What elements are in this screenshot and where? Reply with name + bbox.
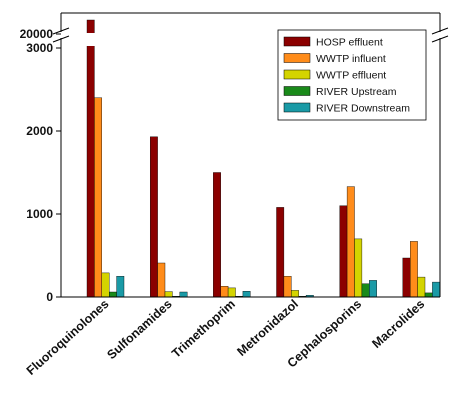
bar-fluoroquinolones-wwtp-influent: [94, 97, 103, 298]
y-axis-break-mark-upper: [52, 27, 70, 35]
legend-swatch-hosp-effluent: [283, 36, 311, 47]
bar-sulfonamides-wwtp-effluent: [164, 291, 173, 298]
bar-metronidazol-wwtp-influent: [283, 276, 292, 298]
category-label-sulfonamides: Sulfonamides: [104, 297, 174, 362]
bar-macrolides-hosp-effluent: [402, 257, 411, 298]
y-tick-label: 3000: [26, 41, 53, 55]
bar-fluoroquinolones-river-upstream: [108, 291, 117, 298]
bar-trimethoprim-hosp-effluent: [213, 172, 221, 298]
bar-cephalosporins-wwtp-effluent: [354, 238, 363, 298]
legend-swatch-river-downstream: [283, 102, 311, 113]
bar-fluoroquinolones-wwtp-effluent: [101, 272, 110, 298]
bar-cephalosporins-hosp-effluent: [339, 205, 348, 298]
right-break-mark-lower: [431, 35, 449, 43]
bar-trimethoprim-wwtp-effluent: [227, 287, 236, 298]
bar-fluoroquinolones-hosp-effluent: [86, 19, 95, 298]
bar-sulfonamides-wwtp-influent: [157, 262, 166, 298]
category-label-macrolides: Macrolides: [369, 297, 427, 351]
legend-swatch-wwtp-influent: [283, 53, 311, 63]
legend-label-wwtp-influent: WWTP influent: [316, 53, 386, 65]
y-tick-label: 1000: [26, 207, 53, 221]
bar-sulfonamides-hosp-effluent: [149, 136, 158, 298]
y-tick-label: 2000: [26, 124, 53, 138]
bar-trimethoprim-river-downstream: [242, 291, 251, 298]
legend-swatch-river-upstream: [283, 86, 311, 96]
category-label-trimethoprim: Trimethoprim: [169, 297, 238, 361]
bar-cephalosporins-river-downstream: [369, 280, 377, 298]
chart-frame: [52, 12, 449, 298]
legend: HOSP effluent WWTP influent WWTP effluent R…: [277, 29, 427, 121]
bar-trimethoprim-wwtp-influent: [220, 286, 229, 298]
bar-macrolides-wwtp-effluent: [417, 276, 426, 298]
y-axis-break-mark-lower: [52, 35, 70, 43]
legend-label-river-downstream: RIVER Downstream: [316, 103, 410, 115]
bar-sulfonamides-river-downstream: [179, 291, 188, 298]
bar-metronidazol-wwtp-effluent: [291, 290, 299, 298]
bar-cephalosporins-river-upstream: [361, 283, 370, 298]
category-label-fluoroquinolones: Fluoroquinolones: [24, 297, 112, 378]
category-label-metronidazol: Metronidazol: [234, 297, 301, 359]
bar-macrolides-river-upstream: [424, 292, 433, 298]
category-labels: FluoroquinolonesSulfonamidesTrimethoprim…: [24, 297, 428, 378]
y-tick-label: 0: [46, 290, 53, 304]
legend-swatch-wwtp-effluent: [283, 69, 311, 80]
legend-label-river-upstream: RIVER Upstream: [316, 86, 397, 98]
right-break-mark-upper: [431, 27, 449, 35]
bar-break-gap: [86, 33, 96, 46]
bar-macrolides-river-downstream: [432, 281, 440, 298]
legend-label-wwtp-effluent: WWTP effluent: [316, 70, 386, 82]
bar-macrolides-wwtp-influent: [410, 241, 418, 298]
bar-fluoroquinolones-river-downstream: [116, 276, 125, 298]
legend-label-hosp-effluent: HOSP effluent: [316, 37, 383, 49]
y-tick-label: 20000: [20, 27, 54, 41]
bars-group: [86, 19, 440, 298]
bar-cephalosporins-wwtp-influent: [346, 186, 355, 298]
bar-metronidazol-hosp-effluent: [276, 207, 285, 298]
